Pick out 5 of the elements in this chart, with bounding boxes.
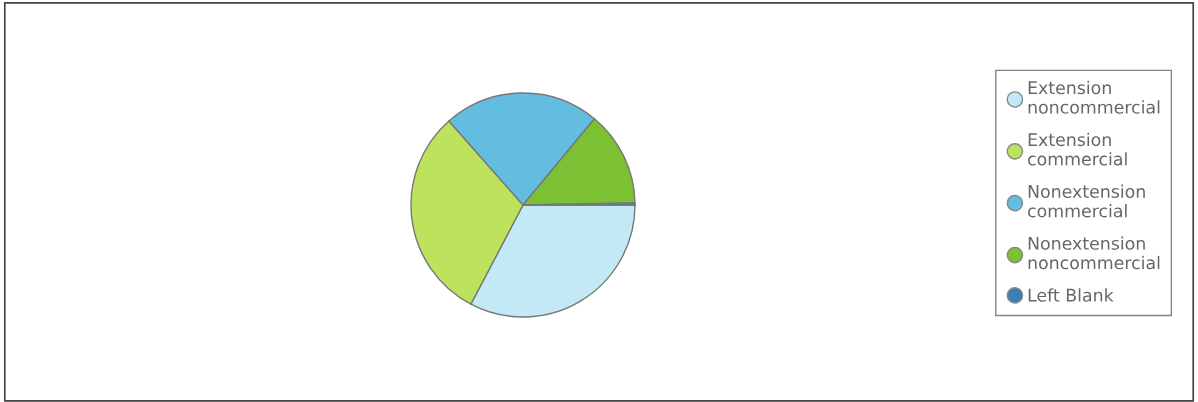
legend-label: Extension noncommercial (1028, 80, 1160, 114)
legend-label: Nonextension commercial (1028, 184, 1145, 218)
legend-label: Nonextension noncommercial (1028, 236, 1160, 270)
legend-label: Extension commercial (1028, 132, 1127, 166)
legend-label: Left Blank (1028, 288, 1114, 302)
